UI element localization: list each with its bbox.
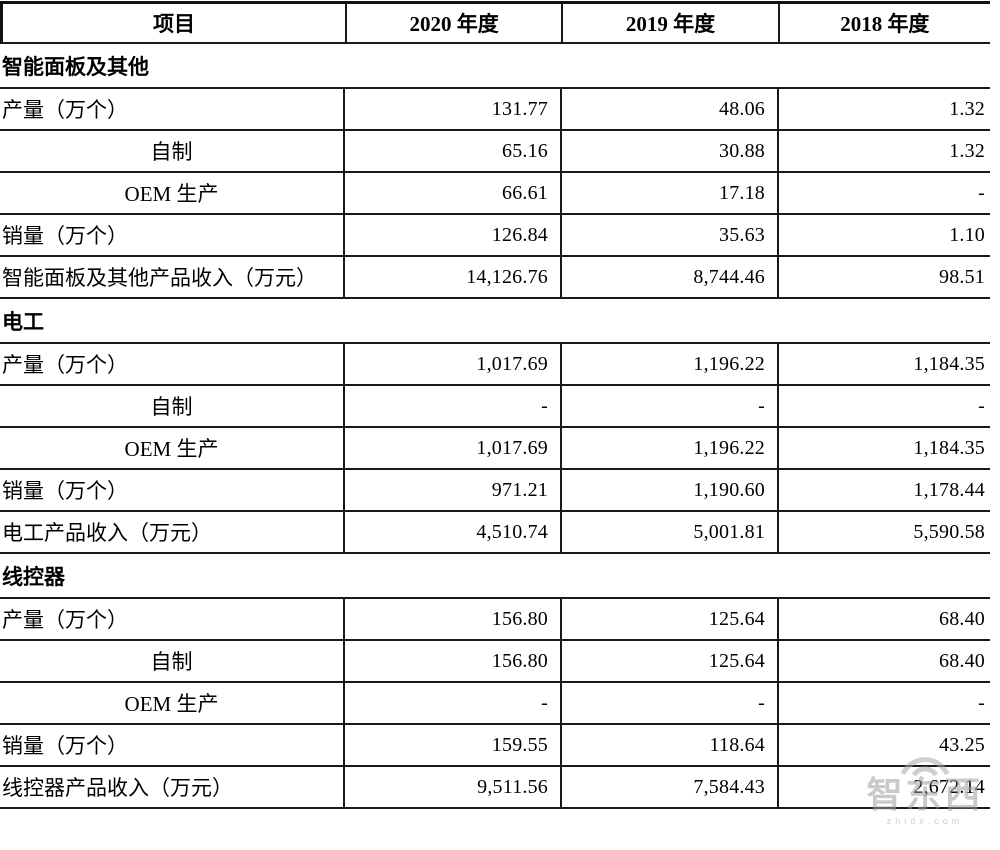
- table-row: 销量（万个） 126.84 35.63 1.10: [0, 215, 990, 257]
- value-cell: 68.40: [777, 599, 990, 639]
- value-cell: 4,510.74: [343, 512, 560, 552]
- row-label: 线控器产品收入（万元）: [2, 776, 233, 800]
- value-cell: 1,196.22: [560, 428, 777, 468]
- value-cell: 35.63: [560, 215, 777, 255]
- table-row: 销量（万个） 971.21 1,190.60 1,178.44: [0, 470, 990, 512]
- value-cell: 65.16: [343, 131, 560, 171]
- value-cell: 1,184.35: [777, 428, 990, 468]
- header-year-2020: 2020 年度: [344, 4, 561, 42]
- value-cell: 1,017.69: [343, 428, 560, 468]
- value-cell: 2,672.14: [777, 767, 990, 807]
- value-cell: 14,126.76: [343, 257, 560, 297]
- header-year-2019: 2019 年度: [561, 4, 777, 42]
- table-row: OEM 生产 - - -: [0, 683, 990, 725]
- table-row: 自制 - - -: [0, 386, 990, 428]
- value-cell: 131.77: [343, 89, 560, 129]
- value-cell: 1.32: [777, 131, 990, 171]
- row-label: OEM 生产: [124, 182, 219, 206]
- row-label: 销量（万个）: [2, 224, 128, 248]
- table-row: OEM 生产 66.61 17.18-: [0, 173, 990, 215]
- value-cell: 159.55: [343, 725, 560, 765]
- value-cell: 126.84: [343, 215, 560, 255]
- table-row: 自制 65.16 30.88 1.32: [0, 131, 990, 173]
- row-label: OEM 生产: [124, 692, 219, 716]
- value-cell: 1,190.60: [560, 470, 777, 510]
- value-cell: 30.88: [560, 131, 777, 171]
- table-row: OEM 生产 1,017.69 1,196.22 1,184.35: [0, 428, 990, 470]
- value-cell: 125.64: [560, 599, 777, 639]
- value-cell: 48.06: [560, 89, 777, 129]
- value-cell: 1.10: [777, 215, 990, 255]
- row-label: 自制: [150, 650, 193, 674]
- value-cell: -: [343, 386, 560, 426]
- value-cell: -: [777, 683, 990, 723]
- table-header-row: 项目 2020 年度 2019 年度 2018 年度: [0, 4, 990, 44]
- value-cell: -: [560, 683, 777, 723]
- header-item-label: 项目: [152, 12, 195, 36]
- value-cell: 68.40: [777, 641, 990, 681]
- row-label: 产量（万个）: [2, 98, 128, 122]
- table-row: 电工产品收入（万元） 4,510.74 5,001.81 5,590.58: [0, 512, 990, 554]
- value-cell: 125.64: [560, 641, 777, 681]
- table-row: 产量（万个） 131.77 48.06 1.32: [0, 89, 990, 131]
- value-cell: 971.21: [343, 470, 560, 510]
- table-row: 自制 156.80 125.64 68.40: [0, 641, 990, 683]
- value-cell: 1,017.69: [343, 344, 560, 384]
- row-label: 产量（万个）: [2, 608, 128, 632]
- value-cell: 1,178.44: [777, 470, 990, 510]
- row-label: 销量（万个）: [2, 734, 128, 758]
- table-row: 线控器产品收入（万元） 9,511.56 7,584.43 2,672.14: [0, 767, 990, 809]
- row-label: OEM 生产: [124, 437, 219, 461]
- row-label: 产量（万个）: [2, 353, 128, 377]
- row-label: 自制: [150, 395, 193, 419]
- watermark-subtext: zhidx.com: [886, 815, 964, 826]
- section-title-row: 线控器: [0, 554, 990, 599]
- value-cell: 9,511.56: [343, 767, 560, 807]
- value-cell: 66.61: [343, 173, 560, 213]
- value-cell: 8,744.46: [560, 257, 777, 297]
- table-row: 产量（万个） 156.80 125.64 68.40: [0, 599, 990, 641]
- value-cell: -: [343, 683, 560, 723]
- production-sales-table: 项目 2020 年度 2019 年度 2018 年度 智能面板及其他 产量（万个）…: [0, 1, 990, 809]
- row-label: 自制: [150, 140, 193, 164]
- value-cell: -: [560, 386, 777, 426]
- value-cell: 98.51: [777, 257, 990, 297]
- value-cell: -: [777, 386, 990, 426]
- value-cell: 5,001.81: [560, 512, 777, 552]
- value-cell: 1.32: [777, 89, 990, 129]
- row-label: 销量（万个）: [2, 479, 128, 503]
- value-cell: 17.18: [560, 173, 777, 213]
- value-cell: 43.25: [777, 725, 990, 765]
- table-body: 智能面板及其他产量（万个） 131.77 48.06 1.32 自制 65.16 30.88…: [0, 44, 990, 809]
- value-cell: 156.80: [343, 641, 560, 681]
- value-cell: 1,196.22: [560, 344, 777, 384]
- value-cell: 1,184.35: [777, 344, 990, 384]
- value-cell: 118.64: [560, 725, 777, 765]
- section-title-row: 电工: [0, 299, 990, 344]
- value-cell: 5,590.58: [777, 512, 990, 552]
- value-cell: -: [777, 173, 990, 213]
- value-cell: 7,584.43: [560, 767, 777, 807]
- section-title-row: 智能面板及其他: [0, 44, 990, 89]
- row-label: 智能面板及其他产品收入（万元）: [2, 266, 317, 290]
- header-year-2018: 2018 年度: [777, 4, 990, 42]
- row-label: 电工产品收入（万元）: [2, 521, 212, 545]
- table-row: 产量（万个） 1,017.69 1,196.22 1,184.35: [0, 344, 990, 386]
- value-cell: 156.80: [343, 599, 560, 639]
- table-row: 智能面板及其他产品收入（万元） 14,126.76 8,744.46 98.51: [0, 257, 990, 299]
- table-row: 销量（万个） 159.55 118.64 43.25: [0, 725, 990, 767]
